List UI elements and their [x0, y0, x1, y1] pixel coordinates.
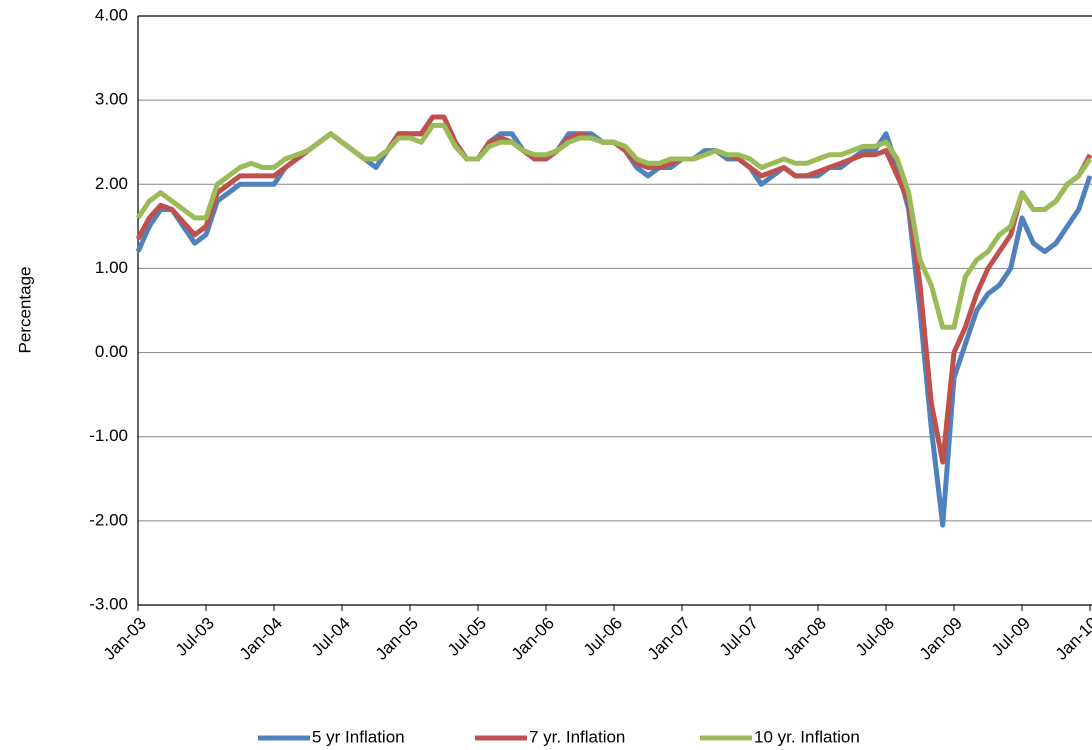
x-tick-label: Jan-08 — [780, 614, 830, 664]
x-tick-label: Jan-06 — [508, 614, 558, 664]
x-tick-label: Jan-07 — [644, 614, 694, 664]
y-tick-label: -2.00 — [89, 510, 128, 529]
x-tick-label: Jul-06 — [580, 614, 626, 660]
y-tick-label: -1.00 — [89, 426, 128, 445]
y-tick-label: -3.00 — [89, 594, 128, 613]
x-tick-label: Jul-04 — [308, 614, 354, 660]
x-tick-label: Jul-07 — [716, 614, 762, 660]
x-tick-label: Jul-09 — [988, 614, 1034, 660]
series-line — [135, 114, 1092, 528]
x-tick-label: Jul-08 — [852, 614, 898, 660]
legend-label: 7 yr. Inflation — [529, 727, 625, 746]
y-tick-label: 4.00 — [95, 5, 128, 24]
legend-label: 5 yr Inflation — [312, 727, 405, 746]
series-line — [135, 122, 1092, 330]
x-tick-label: Jan-10 — [1052, 614, 1092, 664]
legend-label: 10 yr. Inflation — [754, 727, 860, 746]
y-axis-label: Percentage — [15, 267, 34, 354]
x-tick-label: Jan-04 — [236, 614, 286, 664]
y-tick-label: 3.00 — [95, 90, 128, 109]
x-tick-label: Jan-05 — [372, 614, 422, 664]
x-tick-label: Jul-03 — [172, 614, 218, 660]
x-tick-label: Jul-05 — [444, 614, 490, 660]
x-tick-label: Jan-03 — [100, 614, 150, 664]
y-tick-label: 0.00 — [95, 342, 128, 361]
y-tick-label: 1.00 — [95, 258, 128, 277]
series-line — [135, 114, 1092, 465]
y-tick-label: 2.00 — [95, 174, 128, 193]
x-tick-label: Jan-09 — [916, 614, 966, 664]
